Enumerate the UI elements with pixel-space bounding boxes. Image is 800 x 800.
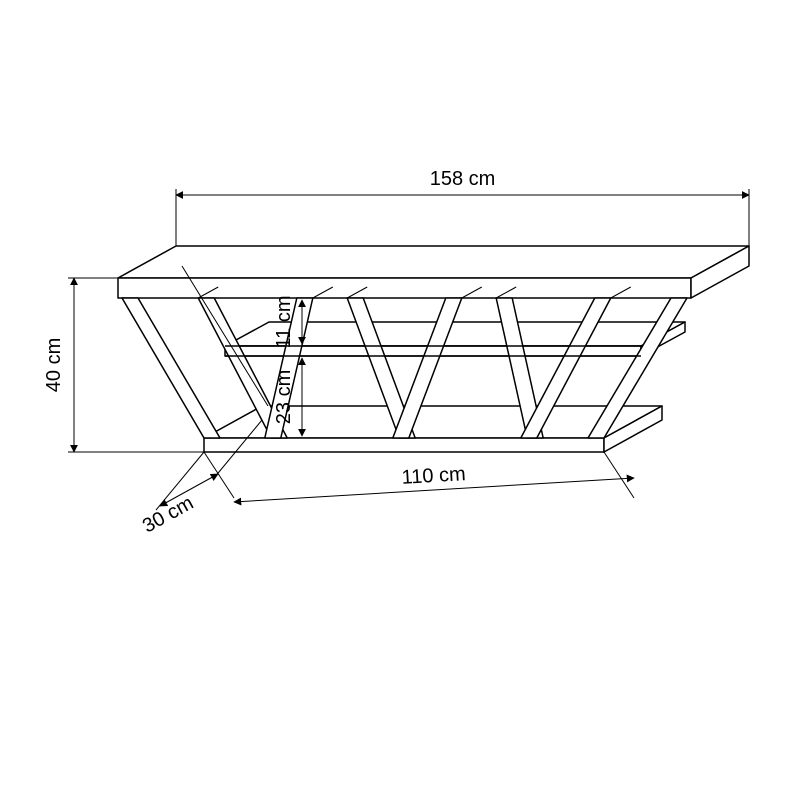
dim-bottom-width-label: 110 cm (401, 463, 466, 489)
dim-left-height-label: 40 cm (43, 338, 65, 392)
dim-depth-label: 30 cm (139, 492, 197, 538)
dimension-drawing: 158 cm 40 cm 30 cm 110 cm 11 cm 23 cm (0, 0, 800, 800)
dim-inner-upper-label: 11 cm (273, 296, 295, 349)
furniture-outline (118, 246, 749, 452)
dim-top-width-label: 158 cm (430, 168, 496, 190)
dim-inner-lower-label: 23 cm (273, 370, 295, 424)
